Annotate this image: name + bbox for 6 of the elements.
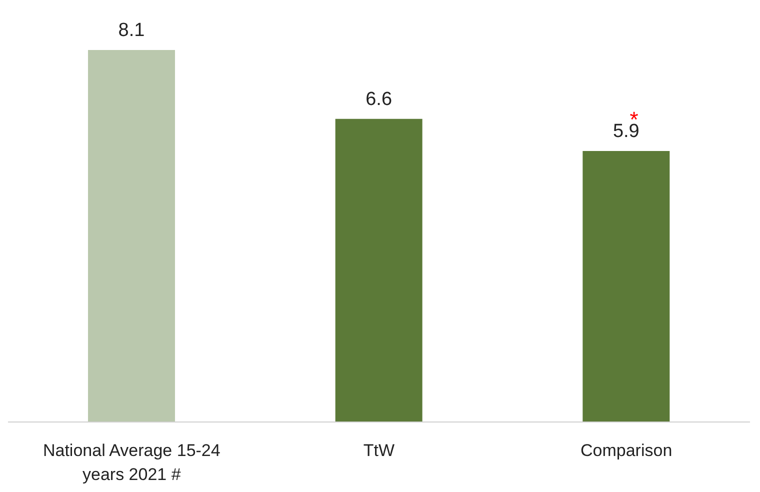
x-tick-label: Comparison <box>580 441 672 460</box>
data-label: 5.9 <box>612 121 640 142</box>
x-tick-label: National Average 15-24 years 2021 # <box>42 441 220 484</box>
data-label: 8.1 <box>118 20 145 41</box>
data-label: 6.6 <box>366 88 392 110</box>
x-tick-label: TtW <box>363 441 395 460</box>
